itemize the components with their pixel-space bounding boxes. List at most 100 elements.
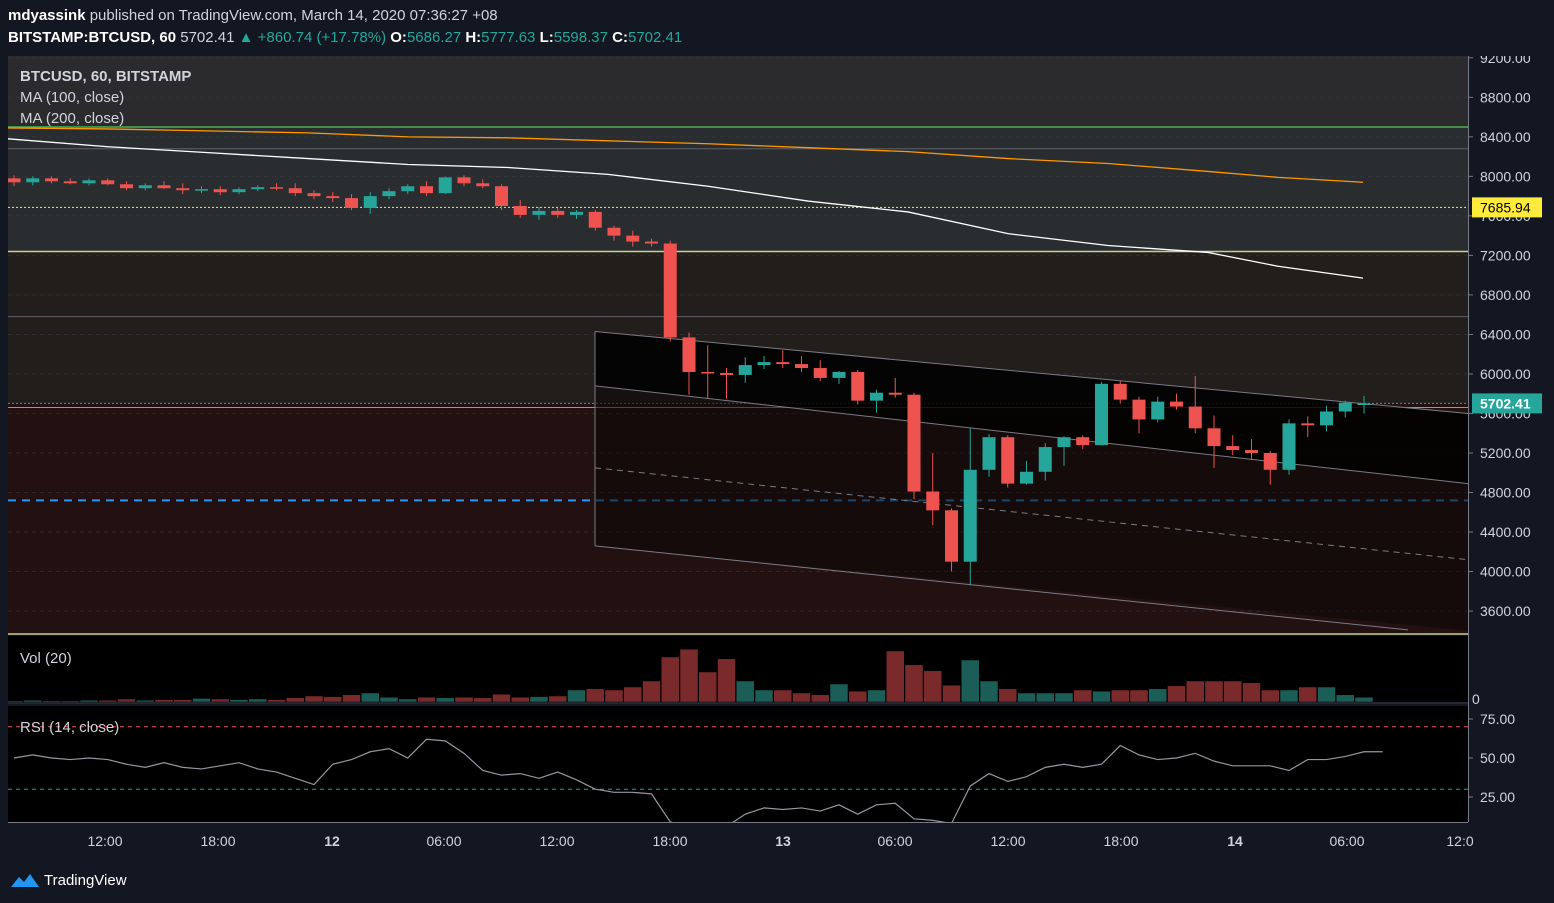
volume-bar	[1242, 682, 1261, 703]
volume-bar	[698, 671, 717, 703]
rsi-tick-label: 50.00	[1480, 750, 1515, 766]
volume-bar	[1111, 689, 1130, 703]
candle-body	[532, 210, 546, 215]
volume-bar	[1017, 692, 1036, 703]
volume-bar	[829, 683, 849, 703]
price-tick-label: 6800.00	[1480, 287, 1531, 303]
publish-info: published on TradingView.com, March 14, …	[89, 7, 498, 24]
volume-bar	[1073, 689, 1092, 703]
time-tick-label: 18:00	[652, 833, 687, 849]
last-price-tag-label: 5702.41	[1480, 395, 1531, 411]
volume-bar	[886, 650, 905, 703]
author-name[interactable]: mdyassink	[8, 7, 86, 24]
candle-body	[1057, 437, 1071, 448]
volume-bar	[867, 689, 886, 703]
volume-bar	[773, 689, 792, 703]
candle-body	[1076, 437, 1090, 446]
open-label: O:	[390, 29, 407, 46]
volume-bar	[286, 697, 305, 703]
volume-bar	[267, 699, 286, 703]
volume-bar	[4, 700, 24, 703]
low-label: L:	[539, 29, 554, 46]
candle-body	[870, 392, 883, 401]
candle-body	[363, 196, 377, 208]
candle-body	[607, 227, 621, 236]
candle-body	[382, 191, 396, 197]
candle-body	[101, 180, 115, 185]
time-tick-label: 12:0	[1446, 833, 1473, 849]
candle-body	[1151, 401, 1165, 420]
volume-bar	[1261, 689, 1280, 703]
candle-body	[345, 198, 358, 208]
descending-channel	[594, 330, 1469, 631]
rsi-tick-label: 75.00	[1480, 711, 1515, 727]
candle-body	[401, 186, 415, 192]
price-tick-label: 6400.00	[1480, 326, 1531, 342]
candle-body	[1170, 401, 1183, 407]
price-axis-bg	[1468, 56, 1544, 856]
price-tick-label: 8000.00	[1480, 168, 1531, 184]
volume-bar	[361, 692, 380, 703]
volume-bar	[567, 689, 586, 703]
volume-bar	[1148, 688, 1167, 703]
volume-bar	[623, 686, 642, 703]
volume-bar	[342, 694, 361, 703]
footer-brand[interactable]: TradingView	[44, 871, 127, 889]
candle-body	[420, 186, 433, 194]
volume-bar	[42, 700, 61, 703]
candle-body	[832, 371, 846, 378]
candle-body	[138, 185, 152, 189]
candle-body	[570, 211, 583, 215]
resistance-zone	[8, 126, 1468, 252]
candle-body	[157, 185, 171, 189]
volume-axis-label: 0	[1472, 691, 1480, 707]
volume-bar	[1336, 694, 1355, 703]
last-price: 5702.41	[180, 29, 235, 46]
candle-body	[795, 364, 808, 369]
candle-body	[1038, 447, 1052, 472]
candle-body	[1020, 471, 1033, 484]
time-axis-bg	[8, 822, 1544, 856]
volume-bar	[979, 680, 999, 703]
time-tick-label: 06:00	[426, 833, 461, 849]
volume-bar	[811, 694, 830, 703]
candle-body	[1338, 402, 1352, 412]
candle-body	[63, 181, 77, 184]
chart-container[interactable]: BTCUSD, 60, BITSTAMP MA (100, close) MA (2…	[4, 50, 1544, 856]
time-tick-label: 13	[775, 833, 791, 849]
chart-info-header: mdyassink published on TradingView.com, …	[8, 6, 682, 48]
candle-body	[738, 365, 752, 375]
candle-body	[326, 196, 340, 199]
candle-body	[720, 372, 733, 375]
volume-bar	[173, 699, 192, 703]
candle-body	[26, 178, 40, 183]
volume-bar	[1186, 680, 1205, 703]
tradingview-logo-icon[interactable]	[10, 871, 40, 889]
channel-bottom-line	[594, 545, 1409, 631]
time-tick-label: 12	[324, 833, 340, 849]
candle-body	[963, 469, 977, 562]
candle-body	[1282, 423, 1296, 470]
volume-bar	[1036, 692, 1055, 703]
candle-body	[176, 188, 190, 191]
candle-body	[926, 491, 940, 511]
volume-bar	[923, 670, 942, 703]
price-tick-label: 4400.00	[1480, 524, 1531, 540]
candle-body	[1245, 450, 1258, 453]
price-chart[interactable]: BTCUSD, 60, BITSTAMP MA (100, close) MA (2…	[4, 50, 1544, 856]
candle-body	[945, 510, 958, 562]
candle-body	[120, 184, 133, 189]
candle-body	[251, 187, 265, 190]
close-label: C:	[612, 29, 628, 46]
last-price-tag	[1472, 393, 1542, 414]
volume-bar	[661, 656, 680, 703]
time-tick-label: 12:00	[87, 833, 122, 849]
candle-body	[813, 368, 827, 378]
candle-body	[982, 437, 996, 470]
candle-body	[888, 392, 902, 395]
volume-bar	[192, 698, 211, 703]
channel-median-line	[594, 467, 1469, 561]
candle-body	[645, 241, 658, 244]
candle-body	[907, 394, 921, 492]
candle-body	[1226, 446, 1240, 451]
